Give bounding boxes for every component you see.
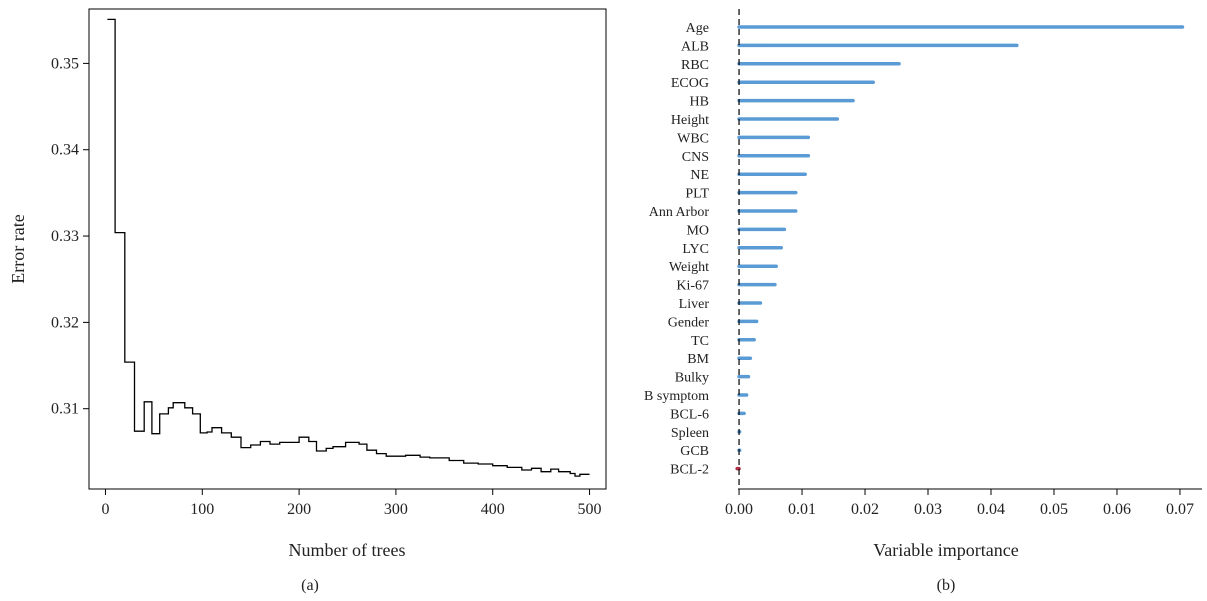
x-tick-label-a: 500 xyxy=(578,501,602,518)
category-label: MO xyxy=(686,223,709,238)
x-axis-label-b: Variable importance xyxy=(873,540,1018,560)
category-label: TC xyxy=(691,334,709,349)
x-tick-label-b: 0.03 xyxy=(914,501,942,518)
category-label: BM xyxy=(687,352,709,367)
panel-a-error-rate-chart: 0 100 200 300 400 500 0.31 0.32 0.33 0.34 0.35 Nu… xyxy=(8,8,607,594)
category-label: PLT xyxy=(685,187,709,202)
plot-frame-a xyxy=(88,8,607,490)
x-tick-label-b: 0.00 xyxy=(725,501,753,518)
panel-b-variable-importance-chart: Age ALB RBC ECOG HB Height WBC CNS NE PLT Ann Arbo… xyxy=(644,9,1202,594)
category-label: Bulky xyxy=(675,371,709,386)
panel-label-a: (a) xyxy=(301,577,319,594)
x-tick-label-b: 0.05 xyxy=(1040,501,1068,518)
category-label: BCL-6 xyxy=(670,407,709,422)
category-label: BCL-2 xyxy=(670,463,709,478)
category-label: HB xyxy=(690,95,709,110)
x-axis-a: 0 100 200 300 400 500 xyxy=(101,489,602,518)
category-label: Spleen xyxy=(671,426,709,441)
y-tick-label-a: 0.31 xyxy=(51,401,79,418)
y-tick-label-a: 0.33 xyxy=(51,228,79,245)
x-tick-label-a: 100 xyxy=(190,501,214,518)
category-label: B symptom xyxy=(644,389,709,404)
y-tick-label-a: 0.34 xyxy=(51,142,79,159)
x-tick-label-b: 0.01 xyxy=(788,501,816,518)
x-tick-label-a: 0 xyxy=(101,501,109,518)
category-label: Gender xyxy=(668,315,710,330)
category-label: GCB xyxy=(680,444,709,459)
category-label: NE xyxy=(690,168,709,183)
x-axis-b: 0.00 0.01 0.02 0.03 0.04 0.05 0.06 0.07 xyxy=(725,489,1194,518)
category-label: Age xyxy=(686,21,709,36)
x-axis-label-a: Number of trees xyxy=(289,540,406,560)
category-label: Height xyxy=(671,113,709,128)
category-label: WBC xyxy=(677,131,709,146)
category-label: Liver xyxy=(679,297,710,312)
y-axis-a: 0.31 0.32 0.33 0.34 0.35 xyxy=(51,55,89,418)
error-rate-line xyxy=(107,18,590,477)
importance-bars xyxy=(735,25,1185,471)
x-tick-label-b: 0.02 xyxy=(851,501,879,518)
x-tick-label-b: 0.07 xyxy=(1166,501,1194,518)
category-label: RBC xyxy=(681,58,709,73)
x-tick-label-b: 0.06 xyxy=(1103,501,1131,518)
category-label: Ann Arbor xyxy=(649,205,710,220)
panel-label-b: (b) xyxy=(937,577,956,594)
y-tick-label-a: 0.35 xyxy=(51,55,79,72)
x-tick-label-a: 300 xyxy=(384,501,408,518)
category-label: ECOG xyxy=(671,76,709,91)
category-label: Ki-67 xyxy=(676,279,709,294)
x-tick-label-a: 200 xyxy=(287,501,311,518)
x-tick-label-a: 400 xyxy=(481,501,505,518)
category-label: ALB xyxy=(681,39,709,54)
x-tick-label-b: 0.04 xyxy=(977,501,1005,518)
y-tick-label-a: 0.32 xyxy=(51,314,79,331)
category-label: LYC xyxy=(682,242,709,257)
category-label: Weight xyxy=(669,260,709,275)
category-label: CNS xyxy=(682,150,709,165)
category-labels: Age ALB RBC ECOG HB Height WBC CNS NE PLT Ann Arbo… xyxy=(644,21,710,478)
y-axis-label-a: Error rate xyxy=(8,214,28,283)
